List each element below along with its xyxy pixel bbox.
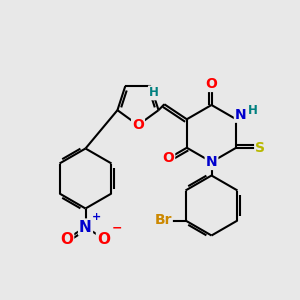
Text: Br: Br (154, 214, 172, 227)
Text: +: + (92, 212, 101, 222)
Text: O: O (132, 118, 144, 132)
Text: O: O (60, 232, 73, 247)
Text: −: − (112, 221, 122, 234)
Text: O: O (206, 77, 218, 91)
Text: H: H (149, 86, 159, 99)
Text: O: O (97, 232, 110, 247)
Text: N: N (235, 108, 247, 122)
Text: N: N (206, 155, 217, 169)
Text: O: O (162, 151, 174, 165)
Text: H: H (248, 104, 258, 117)
Text: S: S (255, 141, 265, 155)
Text: N: N (79, 220, 92, 235)
